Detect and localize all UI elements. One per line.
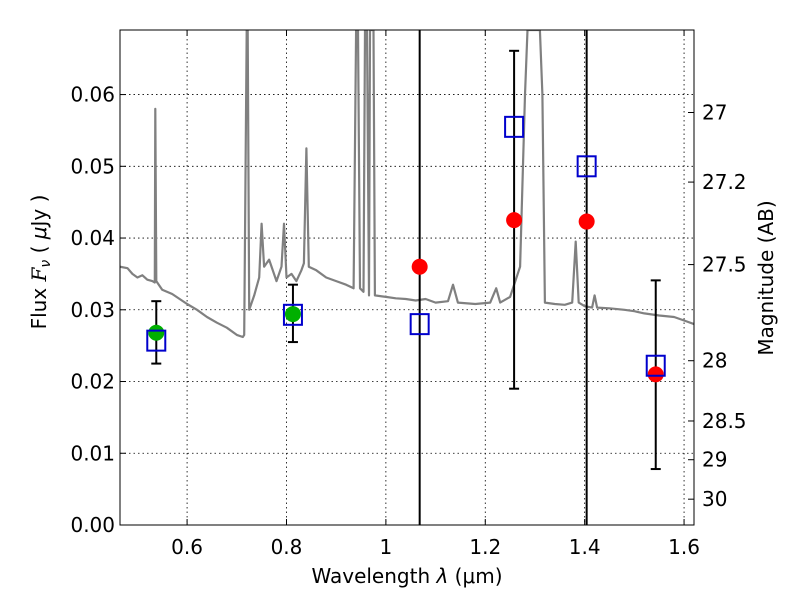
x-tick-label: 1.2: [469, 535, 501, 559]
x-tick-label: 1.6: [668, 535, 700, 559]
model-photometry-marker: [282, 303, 303, 326]
y-tick-label: 0.00: [70, 513, 115, 537]
y2-tick-label: 30: [702, 487, 727, 511]
plot-area: [120, 30, 694, 525]
x-tick-label: 0.6: [171, 535, 203, 559]
model-photometry-marker: [576, 155, 597, 178]
green-data-point: [148, 324, 165, 341]
y2-tick-label: 27: [702, 101, 727, 125]
x-tick-label: 1: [380, 535, 393, 559]
x-tick-label: 1.4: [569, 535, 601, 559]
y2-tick-label: 29: [702, 448, 727, 472]
y2-tick-label: 27.2: [702, 170, 747, 194]
model-photometry-marker: [645, 354, 666, 377]
axis-ticks: 0.6 0.8 1 1.2 1.4 1.6 0.00 0.01 0.02 0.03 0.04 0.05…: [70, 30, 747, 559]
model-photometry-marker: [409, 313, 430, 336]
y-axis-title: Flux Fν ( μJy ): [27, 195, 54, 330]
y2-tick-label: 28: [702, 349, 727, 373]
x-tick-label: 0.8: [271, 535, 303, 559]
red-data-point: [647, 366, 664, 383]
model-photometry-marker: [146, 329, 167, 352]
grid: [120, 30, 694, 526]
red-data-point: [578, 213, 595, 230]
model-photometry-marker: [504, 115, 525, 138]
red-data-point: [506, 212, 523, 229]
red-data-point: [411, 258, 428, 275]
y2-axis-title: Magnitude (AB): [754, 200, 778, 355]
y2-tick-label: 28.5: [702, 409, 747, 433]
y-tick-label: 0.06: [70, 83, 115, 107]
sed-model-line: [120, 30, 694, 339]
y2-tick-label: 27.5: [702, 253, 747, 277]
y-tick-label: 0.01: [70, 441, 115, 465]
y-tick-label: 0.02: [70, 370, 115, 394]
y-tick-label: 0.04: [70, 226, 115, 250]
plot-frame: [119, 29, 695, 526]
x-axis-title: Wavelength λ (μm): [311, 564, 502, 588]
green-data-point: [284, 306, 301, 323]
y-tick-label: 0.03: [70, 298, 115, 322]
y-tick-label: 0.05: [70, 154, 115, 178]
